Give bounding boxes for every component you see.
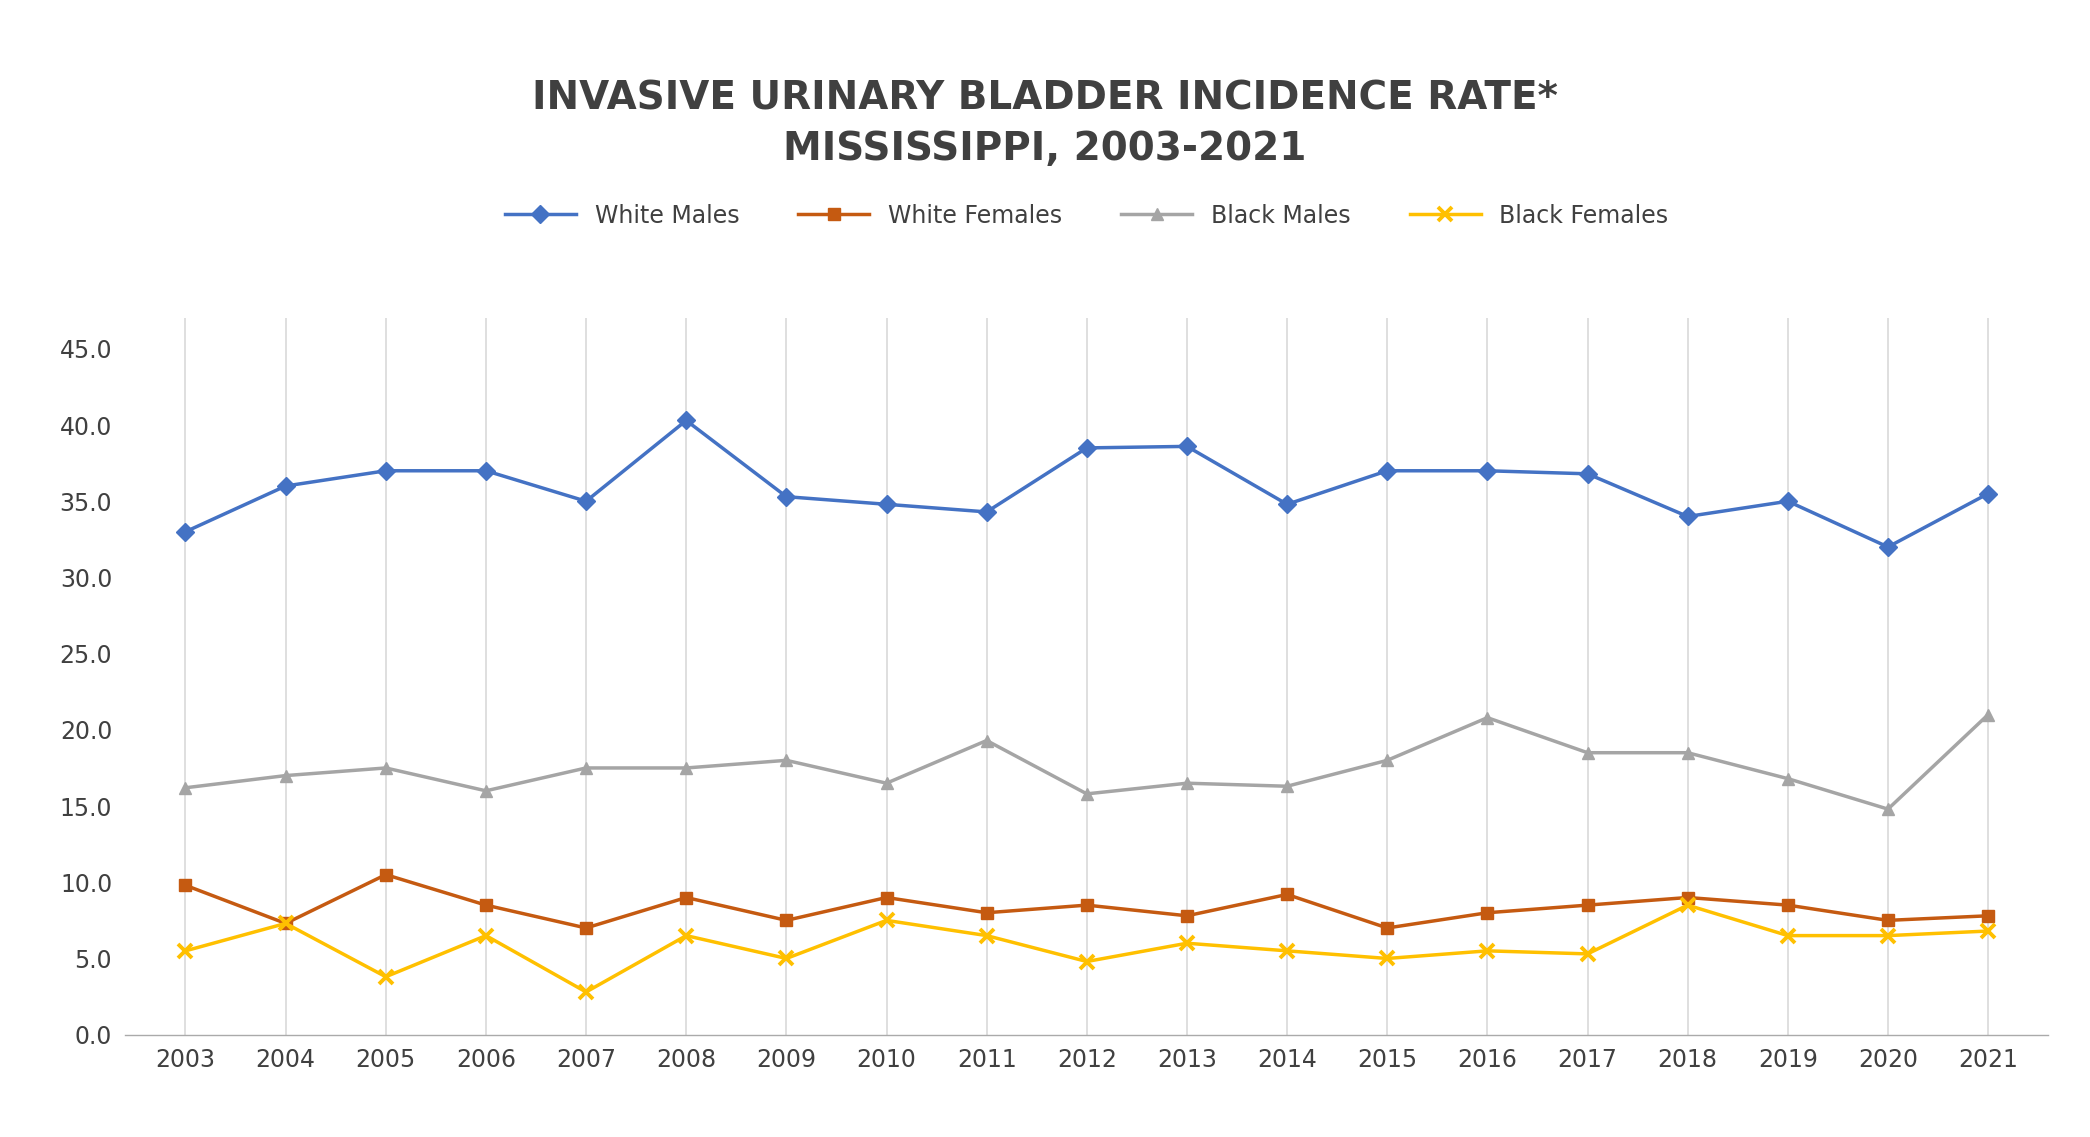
Line: Black Males: Black Males — [180, 708, 1994, 815]
Black Males — [1975, 708, 2000, 722]
White Females — [1275, 888, 1300, 902]
Black Females — [974, 929, 999, 943]
White Males — [773, 490, 798, 504]
Black Females — [1975, 924, 2000, 938]
White Females — [1774, 898, 1799, 912]
White Males — [1175, 440, 1200, 454]
Black Females — [1476, 944, 1501, 957]
Black Females — [773, 952, 798, 965]
White Females — [472, 898, 497, 912]
White Males — [673, 414, 698, 428]
White Females — [573, 921, 598, 935]
White Males — [573, 495, 598, 508]
White Females — [1674, 890, 1699, 904]
Black Females — [673, 929, 698, 943]
Black Males — [173, 781, 199, 795]
Black Females — [173, 944, 199, 957]
Black Males — [1674, 746, 1699, 760]
White Females — [1074, 898, 1099, 912]
White Males — [1074, 441, 1099, 455]
Text: INVASIVE URINARY BLADDER INCIDENCE RATE*
MISSISSIPPI, 2003-2021: INVASIVE URINARY BLADDER INCIDENCE RATE*… — [533, 80, 1557, 167]
White Males — [274, 479, 299, 492]
White Females — [773, 913, 798, 927]
Black Males — [1175, 777, 1200, 790]
Black Females — [472, 929, 497, 943]
Black Males — [673, 761, 698, 774]
Black Females — [1375, 952, 1400, 965]
White Males — [974, 505, 999, 518]
White Females — [374, 868, 399, 881]
Black Females — [1576, 947, 1601, 961]
Black Males — [1774, 772, 1799, 786]
White Males — [472, 464, 497, 478]
White Males — [173, 525, 199, 539]
White Males — [374, 464, 399, 478]
Black Males — [1576, 746, 1601, 760]
Black Females — [573, 985, 598, 998]
Black Females — [1774, 929, 1799, 943]
Black Males — [1074, 787, 1099, 800]
Black Females — [274, 916, 299, 930]
Black Females — [1074, 955, 1099, 969]
White Males — [1774, 495, 1799, 508]
Black Males — [1375, 754, 1400, 767]
Line: White Males: White Males — [180, 414, 1994, 554]
White Females — [1175, 908, 1200, 922]
Black Females — [1875, 929, 1900, 943]
White Females — [1476, 906, 1501, 920]
White Females — [1375, 921, 1400, 935]
Black Males — [874, 777, 899, 790]
White Males — [1375, 464, 1400, 478]
Line: Black Females: Black Females — [178, 898, 1996, 999]
White Females — [974, 906, 999, 920]
Black Males — [274, 769, 299, 782]
Black Males — [472, 785, 497, 798]
White Males — [874, 498, 899, 512]
Black Males — [773, 754, 798, 767]
Black Males — [1875, 803, 1900, 816]
Black Females — [374, 970, 399, 984]
Black Females — [1275, 944, 1300, 957]
Black Males — [974, 733, 999, 747]
White Males — [1674, 509, 1699, 523]
White Males — [1875, 540, 1900, 554]
White Females — [1576, 898, 1601, 912]
Black Males — [573, 761, 598, 774]
White Females — [1875, 913, 1900, 927]
Line: White Females: White Females — [180, 869, 1994, 935]
White Males — [1275, 498, 1300, 512]
Black Males — [374, 761, 399, 774]
Black Males — [1275, 780, 1300, 794]
White Males — [1476, 464, 1501, 478]
Black Males — [1476, 711, 1501, 724]
White Females — [673, 890, 698, 904]
White Males — [1975, 487, 2000, 500]
White Females — [1975, 908, 2000, 922]
White Males — [1576, 467, 1601, 481]
Black Females — [1674, 898, 1699, 912]
Black Females — [1175, 937, 1200, 951]
Black Females — [874, 913, 899, 927]
Legend: White Males, White Females, Black Males, Black Females: White Males, White Females, Black Males,… — [495, 194, 1678, 236]
White Females — [274, 916, 299, 930]
White Females — [173, 879, 199, 893]
White Females — [874, 890, 899, 904]
